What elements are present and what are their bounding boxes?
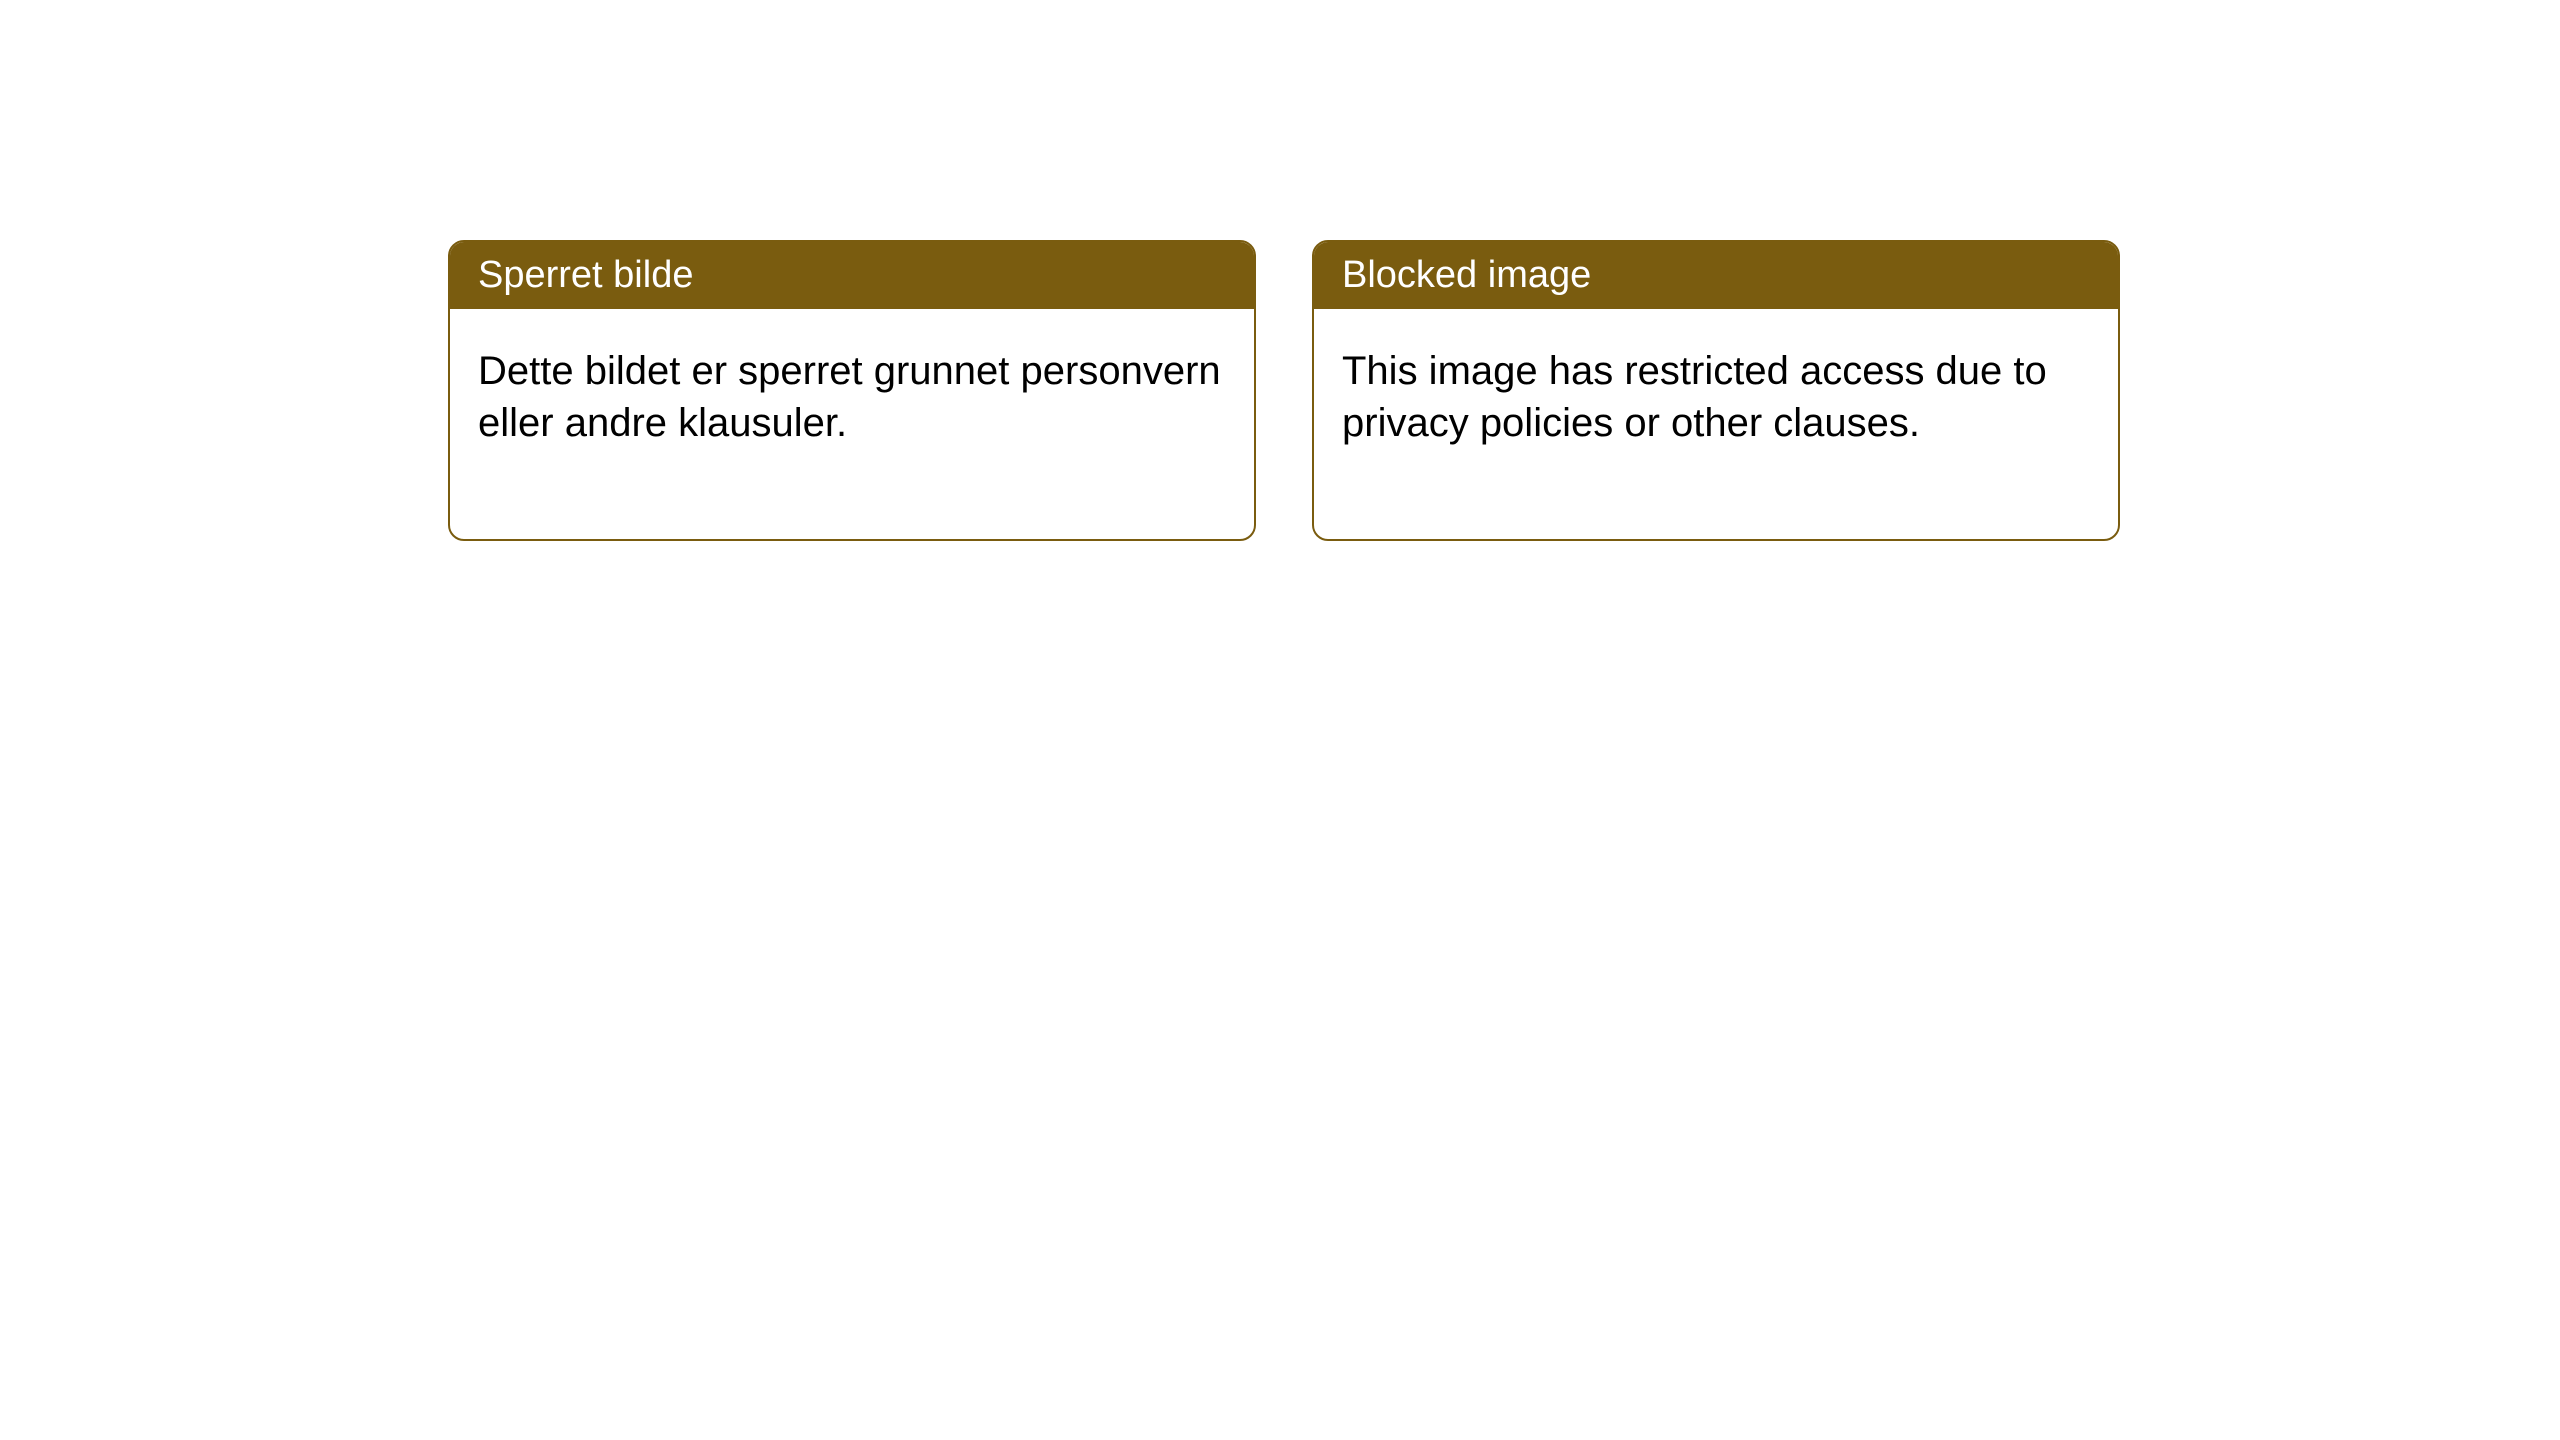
notice-header-en: Blocked image	[1314, 242, 2118, 309]
notice-header-no: Sperret bilde	[450, 242, 1254, 309]
notice-body-en: This image has restricted access due to …	[1314, 309, 2118, 539]
notice-container: Sperret bilde Dette bildet er sperret gr…	[448, 240, 2120, 541]
notice-card-no: Sperret bilde Dette bildet er sperret gr…	[448, 240, 1256, 541]
notice-card-en: Blocked image This image has restricted …	[1312, 240, 2120, 541]
notice-body-no: Dette bildet er sperret grunnet personve…	[450, 309, 1254, 539]
